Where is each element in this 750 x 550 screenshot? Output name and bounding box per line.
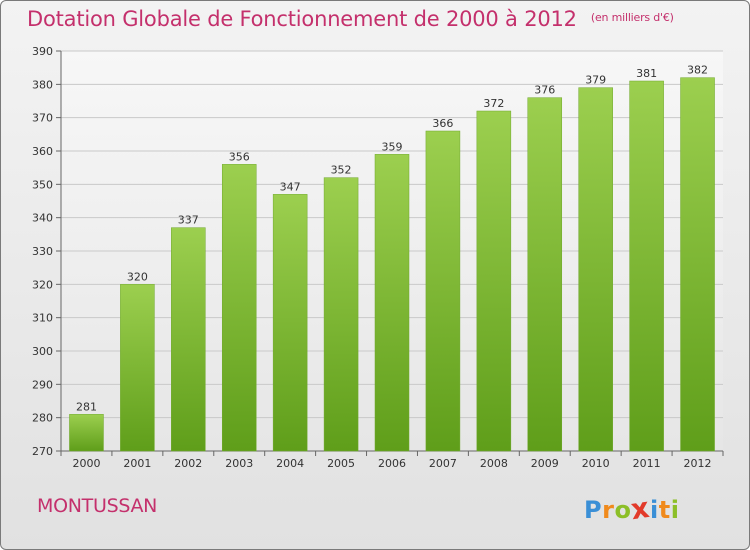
logo-letter: r — [602, 496, 615, 524]
x-tick-label: 2008 — [480, 457, 508, 470]
bar — [374, 154, 410, 452]
y-tick-label: 290 — [32, 378, 53, 391]
bar — [323, 177, 359, 452]
y-tick-label: 330 — [32, 245, 53, 258]
y-tick-label: 340 — [32, 212, 53, 225]
bar-value-label: 281 — [76, 400, 97, 413]
bar — [171, 227, 206, 452]
x-tick-label: 2009 — [531, 457, 559, 470]
bar — [425, 130, 461, 452]
bar-value-label: 381 — [636, 67, 657, 80]
commune-name: MONTUSSAN — [37, 495, 158, 517]
x-tick-label: 2004 — [276, 457, 304, 470]
y-tick-label: 320 — [32, 278, 53, 291]
bar — [272, 194, 308, 452]
logo-letter: i — [650, 496, 659, 524]
bar — [680, 77, 715, 452]
bar — [629, 80, 664, 452]
bar-value-label: 337 — [178, 214, 199, 227]
y-tick-label: 270 — [32, 445, 53, 458]
bar-value-label: 366 — [432, 117, 453, 130]
bar-value-label: 372 — [483, 97, 504, 110]
unit-label: (en milliers d'€) — [590, 11, 674, 24]
bar — [476, 110, 512, 452]
y-tick-label: 310 — [32, 312, 53, 325]
bar-value-label: 356 — [229, 150, 250, 163]
x-tick-label: 2010 — [582, 457, 610, 470]
x-tick-label: 2000 — [72, 457, 100, 470]
chart-title: Dotation Globale de Fonctionnement de 20… — [27, 7, 674, 31]
y-tick-label: 390 — [32, 45, 53, 58]
bar — [221, 164, 257, 452]
logo-letter: x — [629, 490, 653, 527]
x-tick-label: 2002 — [174, 457, 202, 470]
bar-value-label: 347 — [280, 180, 301, 193]
bar — [69, 414, 104, 452]
y-tick-label: 350 — [32, 178, 53, 191]
title-text: Dotation Globale de Fonctionnement de 20… — [27, 7, 577, 31]
logo-letter: o — [614, 496, 632, 524]
x-tick-label: 2011 — [633, 457, 661, 470]
bar-value-label: 379 — [585, 74, 606, 87]
x-tick-label: 2005 — [327, 457, 355, 470]
x-tick-label: 2006 — [378, 457, 406, 470]
x-tick-label: 2012 — [684, 457, 712, 470]
bar-value-label: 376 — [534, 84, 555, 97]
x-tick-label: 2003 — [225, 457, 253, 470]
bar-value-label: 320 — [127, 270, 148, 283]
proxiti-logo: Proxiti — [584, 490, 680, 527]
bar-value-label: 359 — [382, 140, 403, 153]
y-tick-label: 360 — [32, 145, 53, 158]
y-tick-label: 300 — [32, 345, 53, 358]
y-tick-label: 380 — [32, 78, 53, 91]
bar — [527, 97, 563, 452]
bar — [578, 87, 613, 452]
y-tick-label: 280 — [32, 412, 53, 425]
y-tick-label: 370 — [32, 112, 53, 125]
logo-letter: i — [670, 496, 680, 524]
x-tick-label: 2001 — [123, 457, 151, 470]
x-tick-label: 2007 — [429, 457, 457, 470]
bar-value-label: 352 — [331, 164, 352, 177]
logo-letter: P — [584, 496, 603, 524]
bar — [120, 284, 155, 452]
logo-letter: t — [658, 496, 671, 524]
bar-value-label: 382 — [687, 64, 708, 77]
